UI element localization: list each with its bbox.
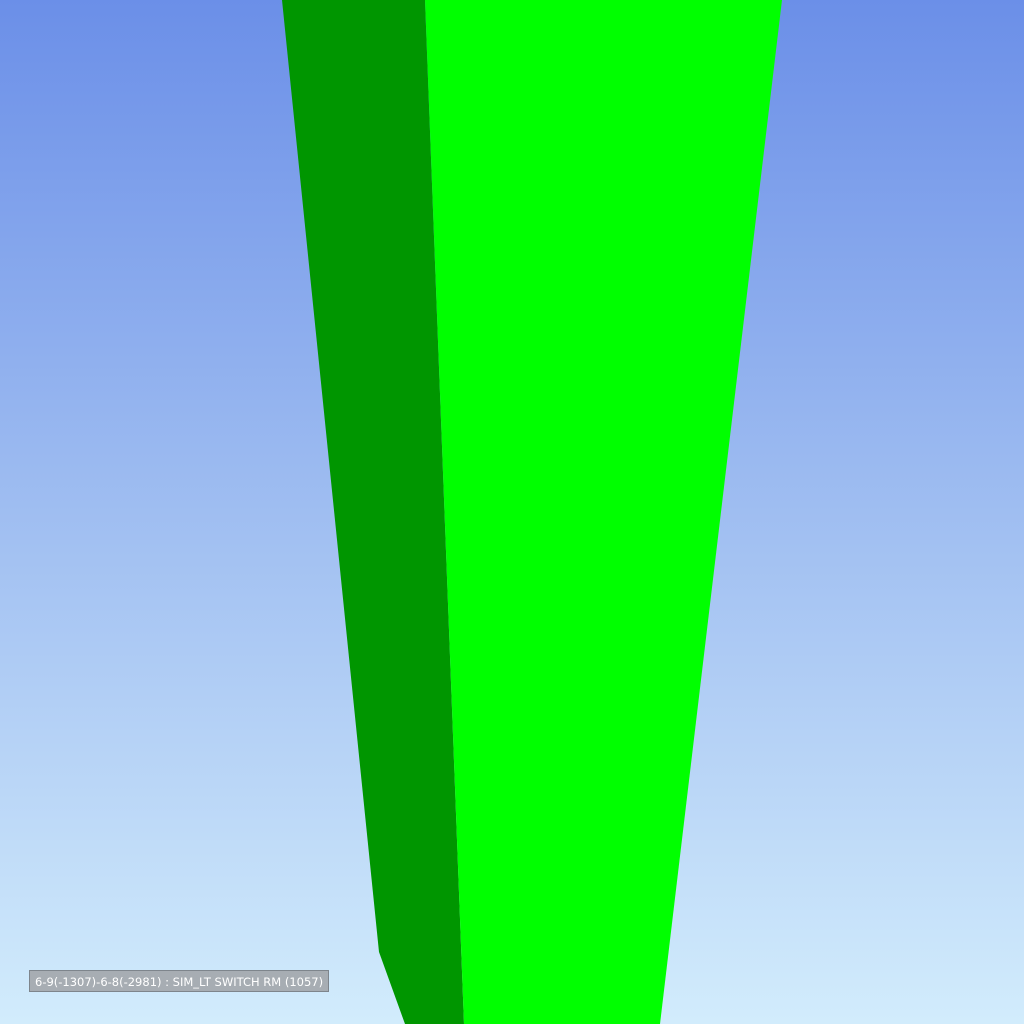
selected-element-label: 6-9(-1307)-6-8(-2981) : SIM_LT SWITCH RM…: [29, 970, 330, 992]
column-side-face[interactable]: [282, 0, 464, 1024]
column-front-face[interactable]: [425, 0, 782, 1024]
